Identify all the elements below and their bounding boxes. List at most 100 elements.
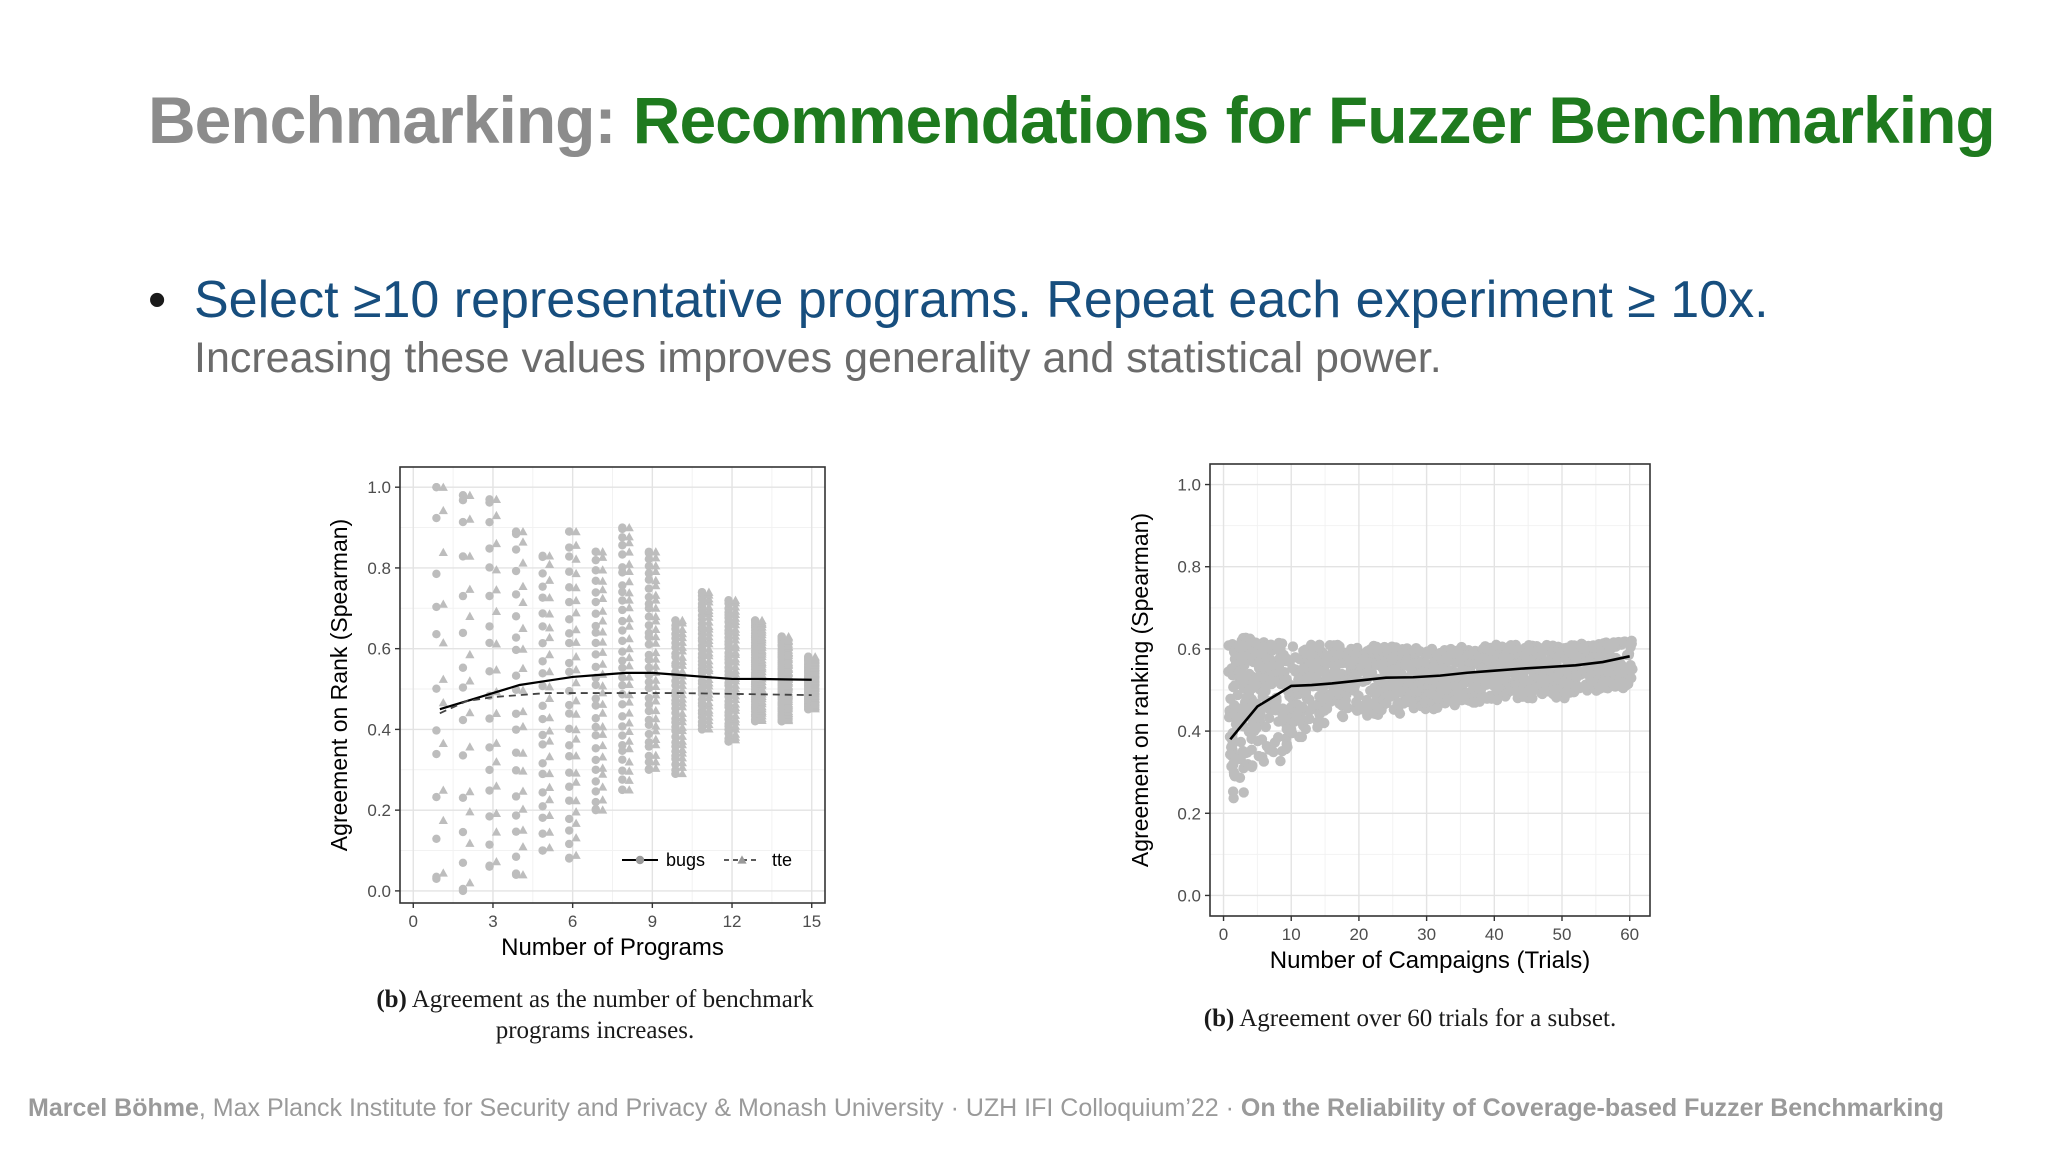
left-point-bugs bbox=[591, 588, 600, 597]
left-point-bugs bbox=[538, 609, 547, 618]
left-point-bugs bbox=[565, 752, 574, 761]
left-point-bugs bbox=[485, 840, 494, 849]
left-point-tte bbox=[544, 575, 555, 584]
left-point-bugs bbox=[591, 765, 600, 774]
left-point-tte bbox=[571, 850, 581, 859]
left-point-bugs bbox=[538, 846, 547, 855]
right-point bbox=[1268, 746, 1279, 758]
right-point bbox=[1503, 655, 1514, 666]
left-legend-label-bugs: bugs bbox=[666, 850, 705, 870]
left-point-tte bbox=[730, 606, 741, 615]
left-legend-label-tte: tte bbox=[772, 850, 792, 870]
left-point-bugs bbox=[591, 701, 600, 710]
right-point bbox=[1300, 723, 1311, 735]
left-point-tte bbox=[598, 637, 608, 646]
left-point-bugs bbox=[432, 874, 441, 883]
left-point-tte bbox=[491, 665, 502, 674]
left-legend-marker-bugs bbox=[635, 855, 645, 865]
left-point-bugs bbox=[485, 622, 494, 631]
right-point bbox=[1226, 761, 1237, 772]
left-point-tte bbox=[491, 757, 502, 766]
right-point bbox=[1314, 639, 1325, 651]
left-point-bugs bbox=[511, 612, 521, 621]
left-point-tte bbox=[651, 581, 661, 590]
right-point bbox=[1253, 671, 1265, 682]
left-point-tte bbox=[544, 623, 555, 632]
left-point-tte bbox=[651, 603, 661, 612]
left-point-tte bbox=[624, 736, 634, 745]
left-point-tte bbox=[571, 652, 581, 661]
left-point-tte bbox=[571, 795, 581, 805]
left-point-bugs bbox=[565, 629, 574, 638]
left-point-bugs bbox=[671, 769, 680, 779]
caption-left-text: Agreement as the number of benchmark pro… bbox=[411, 986, 814, 1044]
left-point-tte bbox=[518, 537, 528, 546]
left-point-bugs bbox=[511, 725, 521, 734]
left-point-tte bbox=[624, 785, 634, 794]
left-y-tick-label: 0.2 bbox=[367, 801, 391, 820]
left-point-bugs bbox=[618, 523, 627, 532]
left-point-bugs bbox=[591, 621, 600, 631]
right-y-tick-label: 0.2 bbox=[1177, 804, 1201, 823]
left-point-bugs bbox=[458, 491, 468, 500]
left-point-bugs bbox=[697, 725, 707, 734]
left-point-tte bbox=[677, 694, 687, 703]
left-point-bugs bbox=[591, 787, 600, 796]
bullet-dot-icon: • bbox=[148, 271, 167, 329]
right-point bbox=[1321, 703, 1333, 715]
left-point-tte bbox=[465, 742, 475, 751]
left-point-tte bbox=[544, 827, 555, 836]
left-point-bugs bbox=[565, 597, 574, 607]
left-point-tte bbox=[518, 804, 528, 813]
right-point bbox=[1340, 700, 1352, 711]
left-y-tick-label: 0.8 bbox=[367, 559, 391, 578]
right-y-tick-label: 0.6 bbox=[1177, 640, 1201, 659]
left-point-tte bbox=[438, 868, 448, 877]
left-point-bugs bbox=[432, 684, 441, 693]
left-point-bugs bbox=[618, 690, 627, 699]
right-point bbox=[1246, 744, 1257, 756]
left-point-bugs bbox=[538, 769, 547, 779]
left-point-tte bbox=[598, 565, 608, 574]
left-point-tte bbox=[571, 696, 581, 705]
left-point-tte bbox=[465, 676, 475, 685]
left-point-tte bbox=[651, 547, 661, 556]
left-point-tte bbox=[651, 681, 661, 691]
left-point-tte bbox=[438, 785, 448, 794]
right-point bbox=[1228, 793, 1239, 804]
left-point-bugs bbox=[671, 659, 680, 668]
right-point bbox=[1626, 672, 1637, 684]
left-point-tte bbox=[544, 551, 555, 560]
left-point-tte bbox=[598, 616, 608, 625]
left-point-tte bbox=[624, 532, 634, 541]
left-point-bugs bbox=[591, 547, 600, 556]
right-point bbox=[1266, 675, 1277, 687]
bullet-subtext: Increasing these values improves general… bbox=[194, 334, 1442, 382]
left-point-bugs bbox=[644, 663, 654, 672]
left-point-bugs bbox=[750, 717, 760, 726]
left-point-tte bbox=[438, 482, 448, 491]
left-point-bugs bbox=[432, 569, 441, 579]
left-point-bugs bbox=[565, 826, 574, 835]
left-point-tte bbox=[571, 637, 581, 646]
left-point-tte bbox=[571, 709, 581, 718]
left-point-tte bbox=[571, 608, 581, 617]
left-point-tte bbox=[544, 736, 555, 745]
left-point-tte bbox=[677, 713, 687, 722]
left-point-tte bbox=[651, 739, 661, 749]
left-point-bugs bbox=[538, 638, 547, 648]
left-point-tte bbox=[730, 602, 741, 611]
left-point-tte bbox=[677, 652, 687, 661]
left-point-tte bbox=[491, 510, 502, 520]
right-x-tick-label: 50 bbox=[1553, 925, 1572, 944]
left-point-bugs bbox=[511, 766, 521, 775]
left-point-tte bbox=[651, 690, 661, 699]
left-point-tte bbox=[677, 731, 687, 740]
left-point-tte bbox=[624, 718, 634, 727]
left-point-tte bbox=[730, 624, 741, 633]
left-x-axis-label: Number of Programs bbox=[501, 934, 724, 961]
left-point-bugs bbox=[644, 693, 654, 703]
left-point-bugs bbox=[591, 576, 600, 586]
left-point-bugs bbox=[618, 766, 627, 775]
left-point-bugs bbox=[565, 615, 574, 624]
